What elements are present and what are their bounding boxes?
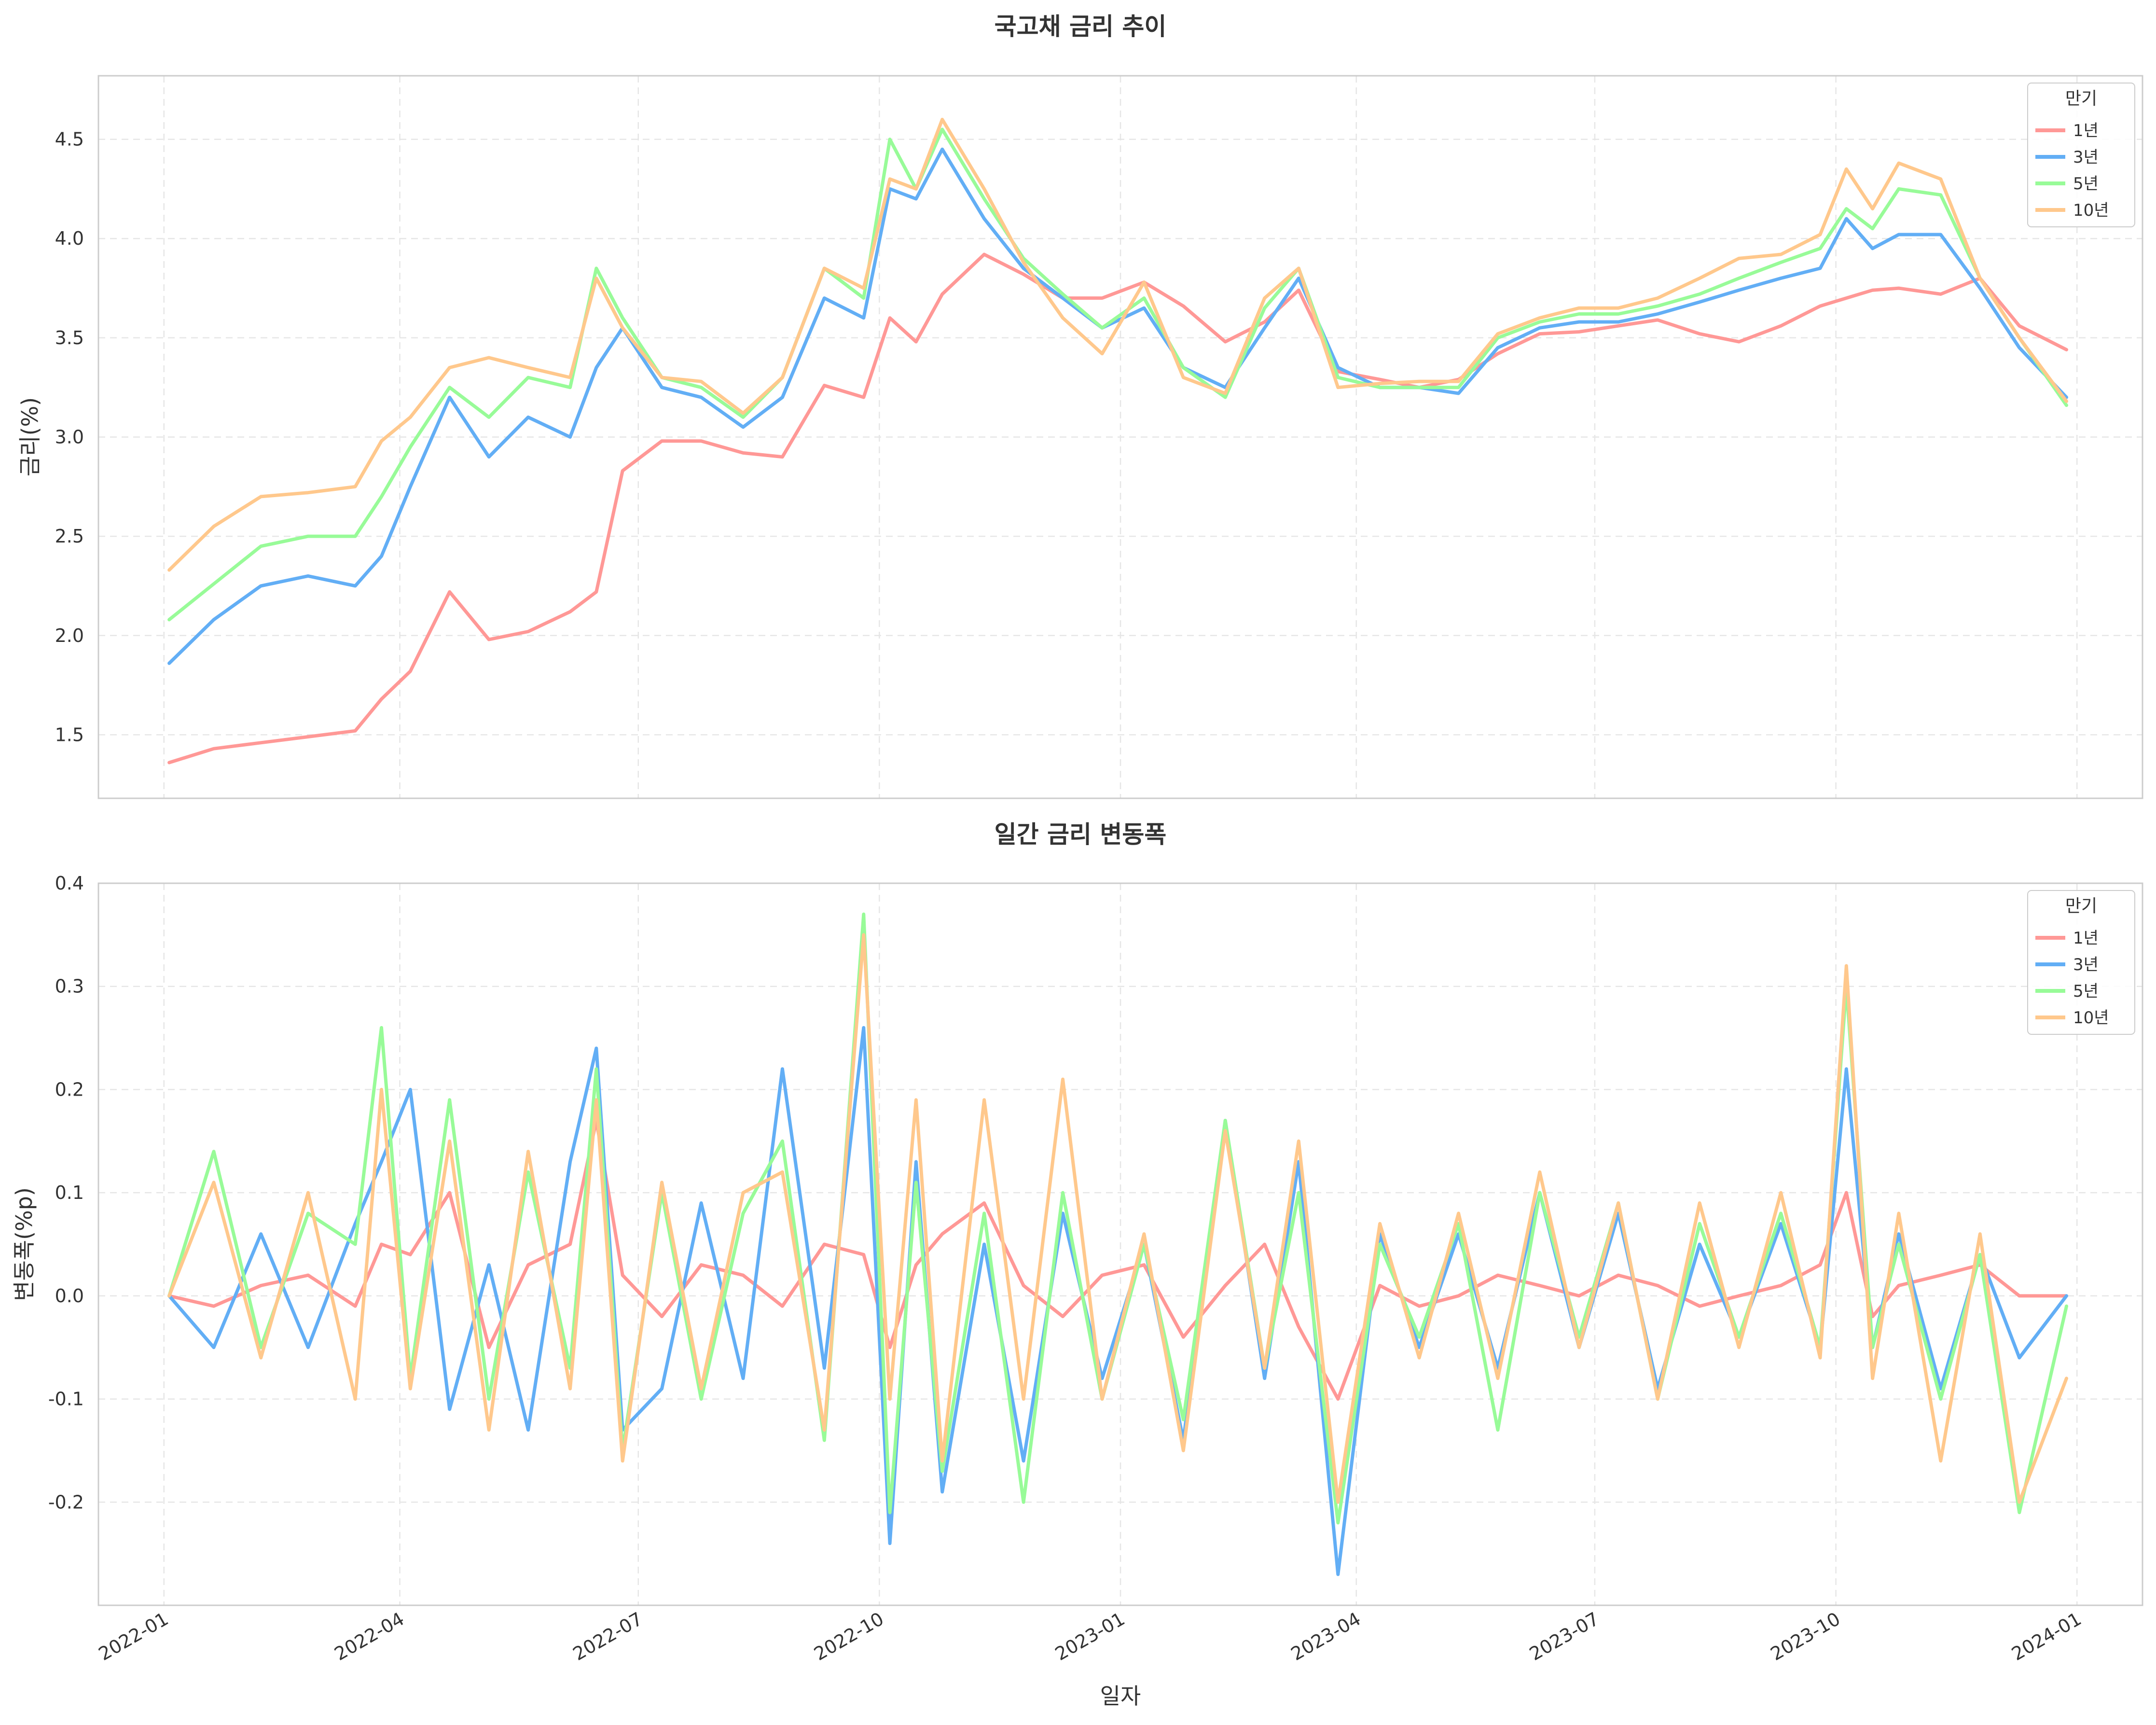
daily-change-x-ticks: 2022-01 2022-04 2022-07 2022-10 2023-01 2023-… xyxy=(95,1608,2085,1665)
legend-label-5y: 5년 xyxy=(2073,982,2099,1001)
y-tick-label: 4.5 xyxy=(55,129,84,150)
y-tick-label: 2.5 xyxy=(55,526,84,547)
y-tick-label: 0.2 xyxy=(55,1079,84,1100)
rate-trend-lines xyxy=(167,118,2068,765)
y-tick-label: 2.0 xyxy=(55,625,84,646)
legend-title: 만기 xyxy=(2065,896,2097,916)
rate-trend-panel: 국고채 금리 추이 1.5 2.0 2.5 3.0 3.5 4.0 4.5 금리(%) 만기… xyxy=(17,13,2143,799)
y-tick-label: -0.1 xyxy=(48,1389,84,1410)
x-tick-label: 2023-04 xyxy=(1287,1608,1365,1665)
y-tick-label: 0.3 xyxy=(55,976,84,997)
series-line-10y xyxy=(167,118,2068,572)
y-tick-label: -0.2 xyxy=(48,1491,84,1513)
legend-label-3y: 3년 xyxy=(2073,148,2099,167)
series-line-5y xyxy=(167,127,2068,622)
daily-change-y-axis-title: 변동폭(%p) xyxy=(11,1187,37,1301)
series-line-1y xyxy=(167,252,2068,765)
x-tick-label: 2024-01 xyxy=(2008,1608,2085,1665)
legend-box xyxy=(2027,83,2135,227)
x-tick-label: 2023-01 xyxy=(1051,1608,1129,1665)
rate-trend-legend: 만기 1년 3년 5년 10년 xyxy=(2027,83,2135,227)
y-tick-label: 3.0 xyxy=(55,427,84,448)
daily-change-lines xyxy=(167,912,2068,1576)
legend-label-3y: 3년 xyxy=(2073,955,2099,974)
legend-box xyxy=(2027,890,2135,1035)
rate-trend-frame xyxy=(97,75,2143,799)
daily-change-frame xyxy=(97,882,2143,1606)
rate-trend-grid xyxy=(98,76,2142,798)
legend-title: 만기 xyxy=(2065,89,2097,109)
daily-change-x-axis-title: 일자 xyxy=(1100,1683,1141,1709)
legend-label-5y: 5년 xyxy=(2073,174,2099,194)
daily-change-title: 일간 금리 변동폭 xyxy=(995,821,1167,849)
series-line-10y xyxy=(167,933,2068,1504)
daily-change-legend: 만기 1년 3년 5년 10년 xyxy=(2027,890,2135,1035)
x-tick-label: 2022-01 xyxy=(95,1608,172,1665)
legend-label-10y: 10년 xyxy=(2073,201,2109,220)
rate-trend-y-ticks: 1.5 2.0 2.5 3.0 3.5 4.0 4.5 xyxy=(55,129,84,746)
series-line-5y xyxy=(167,912,2068,1525)
x-tick-label: 2023-07 xyxy=(1526,1608,1603,1665)
daily-change-y-ticks: -0.2 -0.1 0.0 0.1 0.2 0.3 0.4 xyxy=(48,873,84,1513)
daily-change-grid xyxy=(98,882,2142,1605)
x-tick-label: 2022-04 xyxy=(331,1608,408,1665)
x-tick-label: 2023-10 xyxy=(1767,1608,1844,1665)
x-tick-label: 2022-10 xyxy=(810,1608,887,1665)
series-line-3y xyxy=(167,147,2068,665)
daily-change-panel: 일간 금리 변동폭 -0.2 -0.1 0.0 0.1 0.2 0.3 0.4 2022-0… xyxy=(11,821,2143,1709)
y-tick-label: 0.1 xyxy=(55,1182,84,1203)
x-tick-label: 2022-07 xyxy=(569,1608,647,1665)
y-tick-label: 1.5 xyxy=(55,724,84,745)
rate-trend-y-axis-title: 금리(%) xyxy=(17,397,43,476)
legend-label-10y: 10년 xyxy=(2073,1008,2109,1028)
series-line-3y xyxy=(167,1026,2068,1576)
y-tick-label: 0.0 xyxy=(55,1285,84,1307)
y-tick-label: 3.5 xyxy=(55,327,84,348)
legend-label-1y: 1년 xyxy=(2073,929,2099,948)
y-tick-label: 0.4 xyxy=(55,873,84,894)
rate-trend-title: 국고채 금리 추이 xyxy=(995,13,1167,41)
y-tick-label: 4.0 xyxy=(55,228,84,249)
legend-label-1y: 1년 xyxy=(2073,121,2099,140)
